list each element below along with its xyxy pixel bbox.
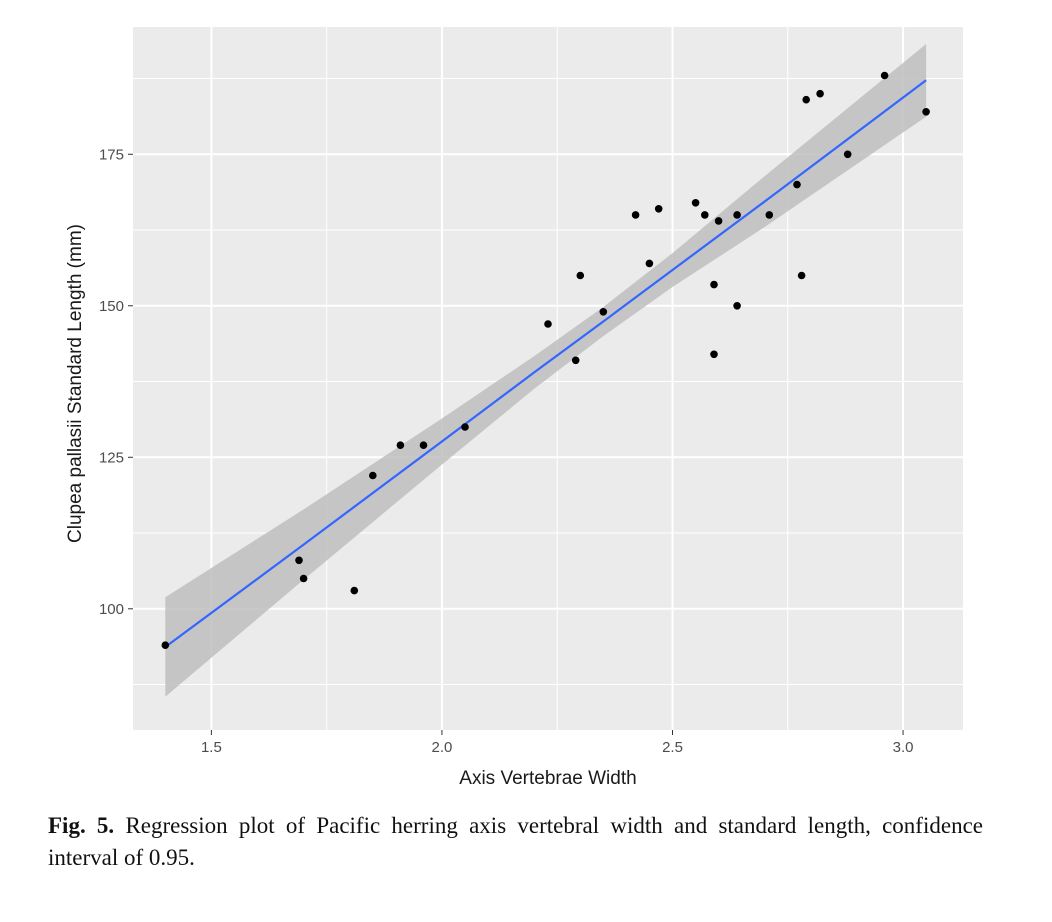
data-point [880,71,889,80]
data-point [710,350,718,359]
data-point [396,441,405,450]
data-point [571,356,580,365]
data-point [714,217,723,225]
data-point [544,320,552,328]
y-tick-label: 125 [99,449,124,466]
data-point [797,271,806,280]
figure-caption: Fig. 5. Regression plot of Pacific herri… [48,810,983,874]
x-tick-label: 2.5 [662,739,683,756]
data-point [710,280,718,289]
regression-chart: 1.5 2.0 2.5 3.0 100 125 150 175 Axis Vertebrae… [65,27,963,789]
data-point [733,302,741,310]
data-point [299,574,308,583]
data-point [645,259,654,268]
data-point [350,586,359,595]
data-point [802,95,810,104]
y-axis-title: Clupea pallasii Standard Length (mm) [65,224,86,543]
data-point [461,423,469,431]
data-point [922,108,930,116]
x-tick-label: 1.5 [201,739,222,756]
data-point [161,641,170,649]
x-axis: 1.5 2.0 2.5 3.0 [201,730,914,756]
x-axis-title: Axis Vertebrae Width [459,768,636,789]
minor-gridlines [133,27,963,730]
data-point [419,441,428,450]
x-tick-label: 3.0 [893,739,914,756]
data-point [369,471,377,480]
caption-label: Fig. 5. [48,813,115,838]
data-point [631,211,640,219]
data-point [816,89,824,98]
data-point [654,205,663,213]
data-point [733,211,741,219]
data-point [701,211,709,219]
data-point [691,199,700,207]
data-point [843,150,852,159]
confidence-band [165,44,927,697]
data-point [576,271,585,280]
y-tick-label: 150 [99,298,124,315]
regression-line [164,79,927,648]
y-tick-label: 175 [99,146,124,163]
major-gridlines [133,27,963,730]
caption-text: Regression plot of Pacific herring axis … [48,813,983,870]
y-tick-label: 100 [99,601,124,618]
data-point [295,556,303,565]
data-point [765,211,774,219]
x-tick-label: 2.0 [432,739,453,756]
data-point [793,180,801,189]
y-axis: 100 125 150 175 [99,146,133,618]
data-points [161,71,930,649]
data-point [599,308,608,316]
